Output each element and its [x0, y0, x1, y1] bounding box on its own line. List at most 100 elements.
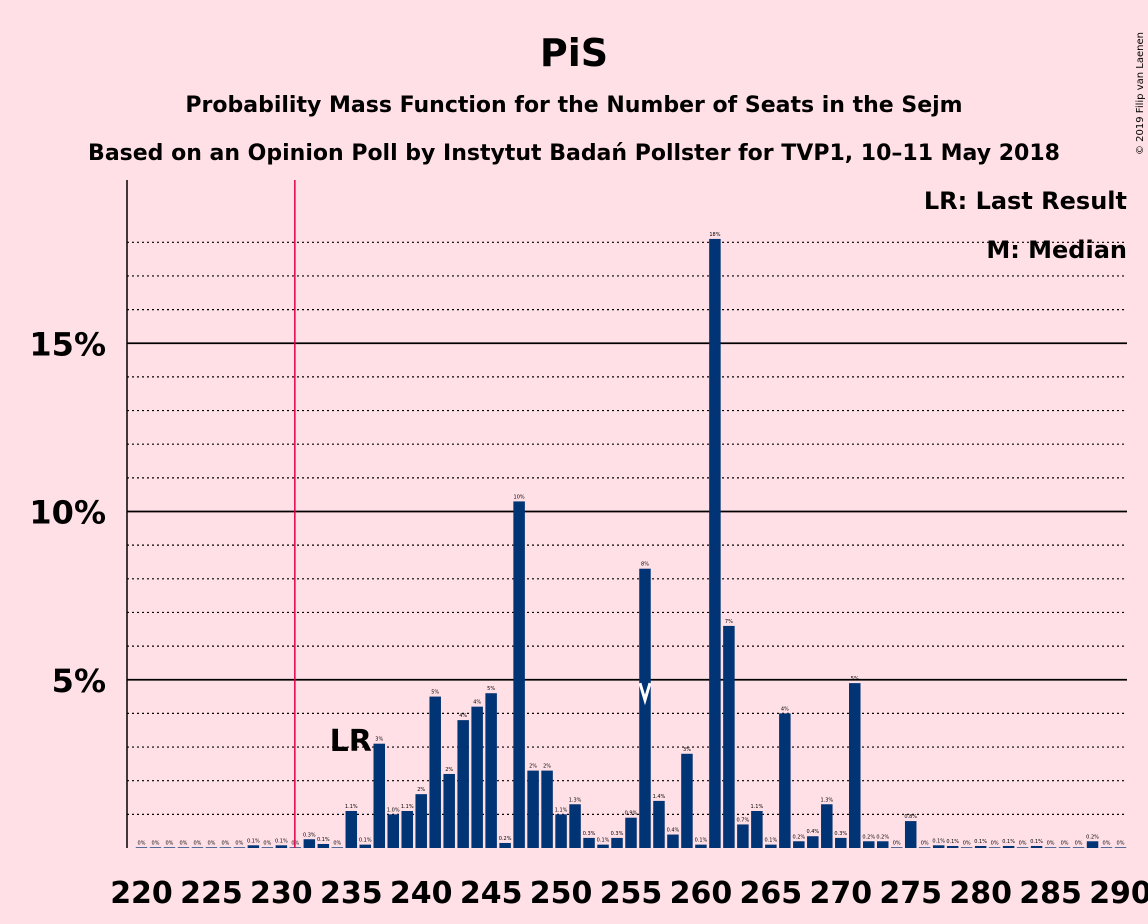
bar: [904, 821, 917, 848]
bar-value-label: 0.2%: [876, 834, 889, 840]
bar: [960, 847, 973, 848]
bar: [415, 794, 427, 848]
bar-value-label: 4%: [473, 700, 481, 706]
bar: [499, 842, 511, 848]
bar-value-label: 0%: [1019, 840, 1027, 846]
bar: [205, 847, 218, 848]
bar-value-label: 0.4%: [806, 829, 819, 835]
bar-value-label: 0.1%: [1030, 839, 1043, 845]
bar: [737, 824, 749, 848]
bar: [513, 501, 525, 848]
bar: [135, 847, 148, 848]
bar-value-label: 0.1%: [695, 838, 708, 844]
bar-value-label: 8%: [641, 562, 649, 568]
x-tick-label: 290: [1089, 876, 1148, 911]
bar-value-label: 0.3%: [834, 831, 847, 837]
bar: [1030, 845, 1043, 848]
bar: [401, 810, 413, 848]
bar: [163, 847, 176, 848]
bar: [988, 847, 1001, 848]
bar-value-label: 0.1%: [275, 838, 288, 844]
chart-subtitle-poll: Based on an Opinion Poll by Instytut Bad…: [88, 141, 1060, 166]
bar-value-label: 0.1%: [946, 839, 959, 845]
x-tick-label: 220: [110, 876, 173, 911]
bar: [974, 845, 987, 848]
bar-value-label: 0%: [138, 840, 146, 846]
bar: [149, 847, 162, 848]
bar-value-label: 0%: [893, 840, 901, 846]
bar-value-label: 1.4%: [653, 794, 666, 800]
bar: [751, 810, 763, 848]
bar: [457, 720, 469, 848]
bar: [653, 800, 665, 848]
median-marker: [638, 682, 652, 706]
bar-value-label: 1.3%: [820, 797, 833, 803]
bar-value-label: 0%: [1061, 840, 1069, 846]
bar-value-label: 0%: [221, 840, 229, 846]
bar: [261, 847, 274, 848]
bar-value-label: 0.3%: [611, 831, 624, 837]
bar-value-label: 0.1%: [1002, 839, 1015, 845]
y-tick-label: 5%: [52, 662, 106, 700]
bar: [890, 847, 903, 848]
bar-value-label: 0%: [1047, 840, 1055, 846]
bar: [821, 804, 833, 848]
bar: [373, 743, 386, 848]
bar-value-label: 4%: [459, 713, 467, 719]
bar-value-label: 0.7%: [737, 817, 750, 823]
y-axis-ticks: 5% 10% 15%: [29, 325, 106, 700]
bar-value-label: 0.1%: [765, 838, 778, 844]
bar: [471, 706, 483, 848]
bar-value-label: 1.1%: [345, 804, 358, 810]
bar: [639, 568, 651, 848]
y-tick-label: 10%: [29, 494, 106, 532]
bar: [177, 847, 190, 848]
bar: [359, 844, 372, 848]
bar-value-label: 0%: [1117, 840, 1125, 846]
bar: [1114, 847, 1127, 848]
bar: [387, 814, 399, 848]
bar: [275, 845, 288, 848]
bar: [1086, 841, 1099, 848]
bar: [863, 841, 875, 848]
bar-value-label: 1.1%: [401, 804, 414, 810]
bar: [1058, 847, 1071, 848]
bar-value-label: 3%: [375, 737, 383, 743]
bar: [597, 844, 609, 848]
x-tick-label: 235: [320, 876, 383, 911]
bar-value-label: 0.3%: [583, 831, 596, 837]
bar: [527, 770, 539, 848]
chart-title: PiS: [540, 31, 608, 75]
bar-value-label: 0%: [1103, 840, 1111, 846]
bar: [583, 837, 595, 848]
legend-median: M: Median: [986, 236, 1127, 264]
bar: [1002, 845, 1015, 848]
bar: [569, 804, 581, 848]
bar: [709, 238, 721, 848]
bar: [946, 845, 959, 848]
bar-value-label: 4%: [781, 706, 789, 712]
x-tick-label: 250: [530, 876, 593, 911]
bar-value-label: 0%: [1075, 840, 1083, 846]
bar: [681, 753, 693, 848]
x-tick-label: 265: [740, 876, 803, 911]
bar: [876, 841, 889, 848]
x-tick-label: 285: [1019, 876, 1082, 911]
bar-value-label: 0%: [193, 840, 201, 846]
x-tick-label: 230: [250, 876, 313, 911]
bar-value-label: 0%: [263, 840, 271, 846]
x-axis-ticks: 220 225 230 235 240 245 250 255 260 265 270 275 280 2…: [110, 876, 1148, 911]
bar-value-label: 0.2%: [792, 834, 805, 840]
bar-value-label: 0.2%: [862, 834, 875, 840]
x-tick-label: 270: [809, 876, 872, 911]
bar: [667, 834, 679, 848]
bar: [303, 839, 316, 848]
bar: [611, 837, 623, 848]
x-tick-label: 275: [879, 876, 942, 911]
bar: [1016, 847, 1029, 848]
bar-value-label: 7%: [725, 619, 733, 625]
bar: [219, 847, 232, 848]
bar-value-label: 5%: [431, 690, 439, 696]
bar-value-label: 0%: [235, 840, 243, 846]
